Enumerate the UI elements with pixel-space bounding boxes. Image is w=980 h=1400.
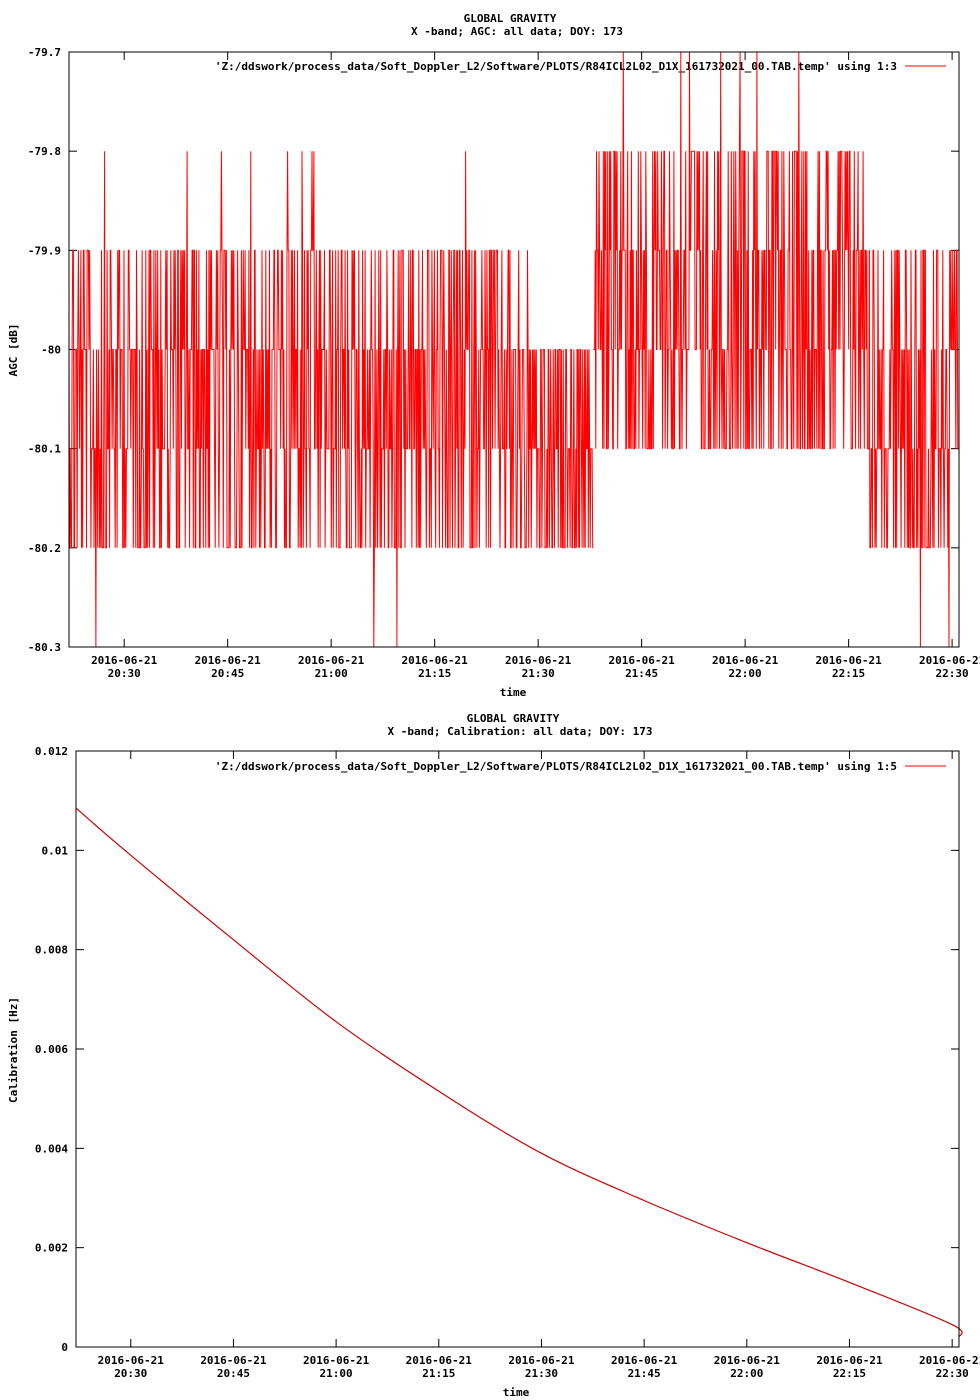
x-tick-time-label: 22:15 [832,667,865,680]
x-tick-date-label: 2016-06-21 [200,1354,267,1367]
x-tick-date-label: 2016-06-21 [919,654,980,667]
x-tick-time-label: 21:00 [320,1367,353,1380]
x-tick-date-label: 2016-06-21 [611,1354,678,1367]
x-tick-date-label: 2016-06-21 [505,654,572,667]
x-tick-time-label: 21:45 [625,667,658,680]
agc-chart-frame [68,51,960,648]
agc-chart-series [68,51,959,648]
x-tick-time-label: 20:45 [217,1367,250,1380]
agc-series-segment-3 [868,249,959,648]
calibration-chart-title: GLOBAL GRAVITY [467,712,560,725]
calibration-chart-frame [75,750,960,1348]
calibration-chart-x-axis: 2016-06-2120:302016-06-2120:452016-06-21… [98,751,980,1380]
y-tick-label: -80.3 [28,641,61,654]
y-tick-label: -79.7 [28,46,61,59]
agc-chart: GLOBAL GRAVITY X -band; AGC: all data; D… [7,12,980,699]
x-tick-date-label: 2016-06-21 [406,1354,473,1367]
agc-chart-legend-label: 'Z:/ddswork/process_data/Soft_Doppler_L2… [215,60,897,73]
x-tick-time-label: 21:15 [418,667,451,680]
x-tick-time-label: 22:15 [833,1367,866,1380]
y-tick-label: -79.8 [28,145,61,158]
calibration-chart-legend-label: 'Z:/ddswork/process_data/Soft_Doppler_L2… [215,760,897,773]
agc-chart-xlabel: time [500,686,527,699]
agc-series-segment-1 [523,250,594,549]
agc-series-segment-2 [593,51,870,450]
x-tick-date-label: 2016-06-21 [303,1354,370,1367]
agc-chart-ylabel: AGC [dB] [7,324,20,377]
calibration-chart-series [75,807,963,1338]
y-tick-label: 0.004 [35,1142,68,1155]
y-tick-label: -79.9 [28,244,61,257]
agc-chart-title: GLOBAL GRAVITY [464,12,557,25]
calibration-chart-xlabel: time [503,1386,530,1399]
agc-chart-y-axis: -79.7 -79.8 -79.9 -80 -80.1 -80.2 -80.3 [28,46,959,654]
y-tick-label: 0.012 [35,745,68,758]
x-tick-date-label: 2016-06-21 [712,654,779,667]
x-tick-time-label: 22:00 [730,1367,763,1380]
x-tick-date-label: 2016-06-21 [609,654,676,667]
x-tick-time-label: 22:30 [936,1367,969,1380]
x-tick-date-label: 2016-06-21 [91,654,158,667]
x-tick-time-label: 21:45 [628,1367,661,1380]
x-tick-date-label: 2016-06-21 [402,654,469,667]
x-tick-time-label: 21:15 [422,1367,455,1380]
calibration-chart: GLOBAL GRAVITY X -band; Calibration: all… [7,712,980,1399]
y-tick-label: 0.01 [42,844,69,857]
x-tick-time-label: 21:30 [522,667,555,680]
x-tick-time-label: 20:30 [108,667,141,680]
calibration-chart-subtitle: X -band; Calibration: all data; DOY: 173 [388,725,653,738]
x-tick-date-label: 2016-06-21 [508,1354,575,1367]
calibration-chart-y-axis: 0.012 0.01 0.008 0.006 0.004 0.002 0 [35,745,959,1354]
agc-series-segment-0 [68,151,525,648]
y-tick-label: 0 [61,1341,68,1354]
y-tick-label: -80.1 [28,443,61,456]
x-tick-date-label: 2016-06-21 [714,1354,781,1367]
agc-chart-x-axis: 2016-06-2120:302016-06-2120:452016-06-21… [91,52,980,680]
x-tick-time-label: 20:45 [211,667,244,680]
x-tick-time-label: 20:30 [114,1367,147,1380]
calibration-series-line [75,807,963,1338]
x-tick-date-label: 2016-06-21 [98,1354,165,1367]
agc-chart-subtitle: X -band; AGC: all data; DOY: 173 [411,25,623,38]
x-tick-date-label: 2016-06-21 [815,654,882,667]
x-tick-date-label: 2016-06-21 [298,654,365,667]
y-tick-label: -80.2 [28,542,61,555]
x-tick-date-label: 2016-06-21 [919,1354,980,1367]
x-tick-time-label: 22:30 [936,667,969,680]
calibration-chart-ylabel: Calibration [Hz] [7,997,20,1103]
y-tick-label: 0.008 [35,944,68,957]
y-tick-label: 0.006 [35,1043,68,1056]
x-tick-time-label: 22:00 [729,667,762,680]
x-tick-date-label: 2016-06-21 [816,1354,883,1367]
y-tick-label: 0.002 [35,1242,68,1255]
x-tick-time-label: 21:30 [525,1367,558,1380]
x-tick-time-label: 21:00 [315,667,348,680]
x-tick-date-label: 2016-06-21 [195,654,262,667]
y-tick-label: -80 [41,344,61,357]
